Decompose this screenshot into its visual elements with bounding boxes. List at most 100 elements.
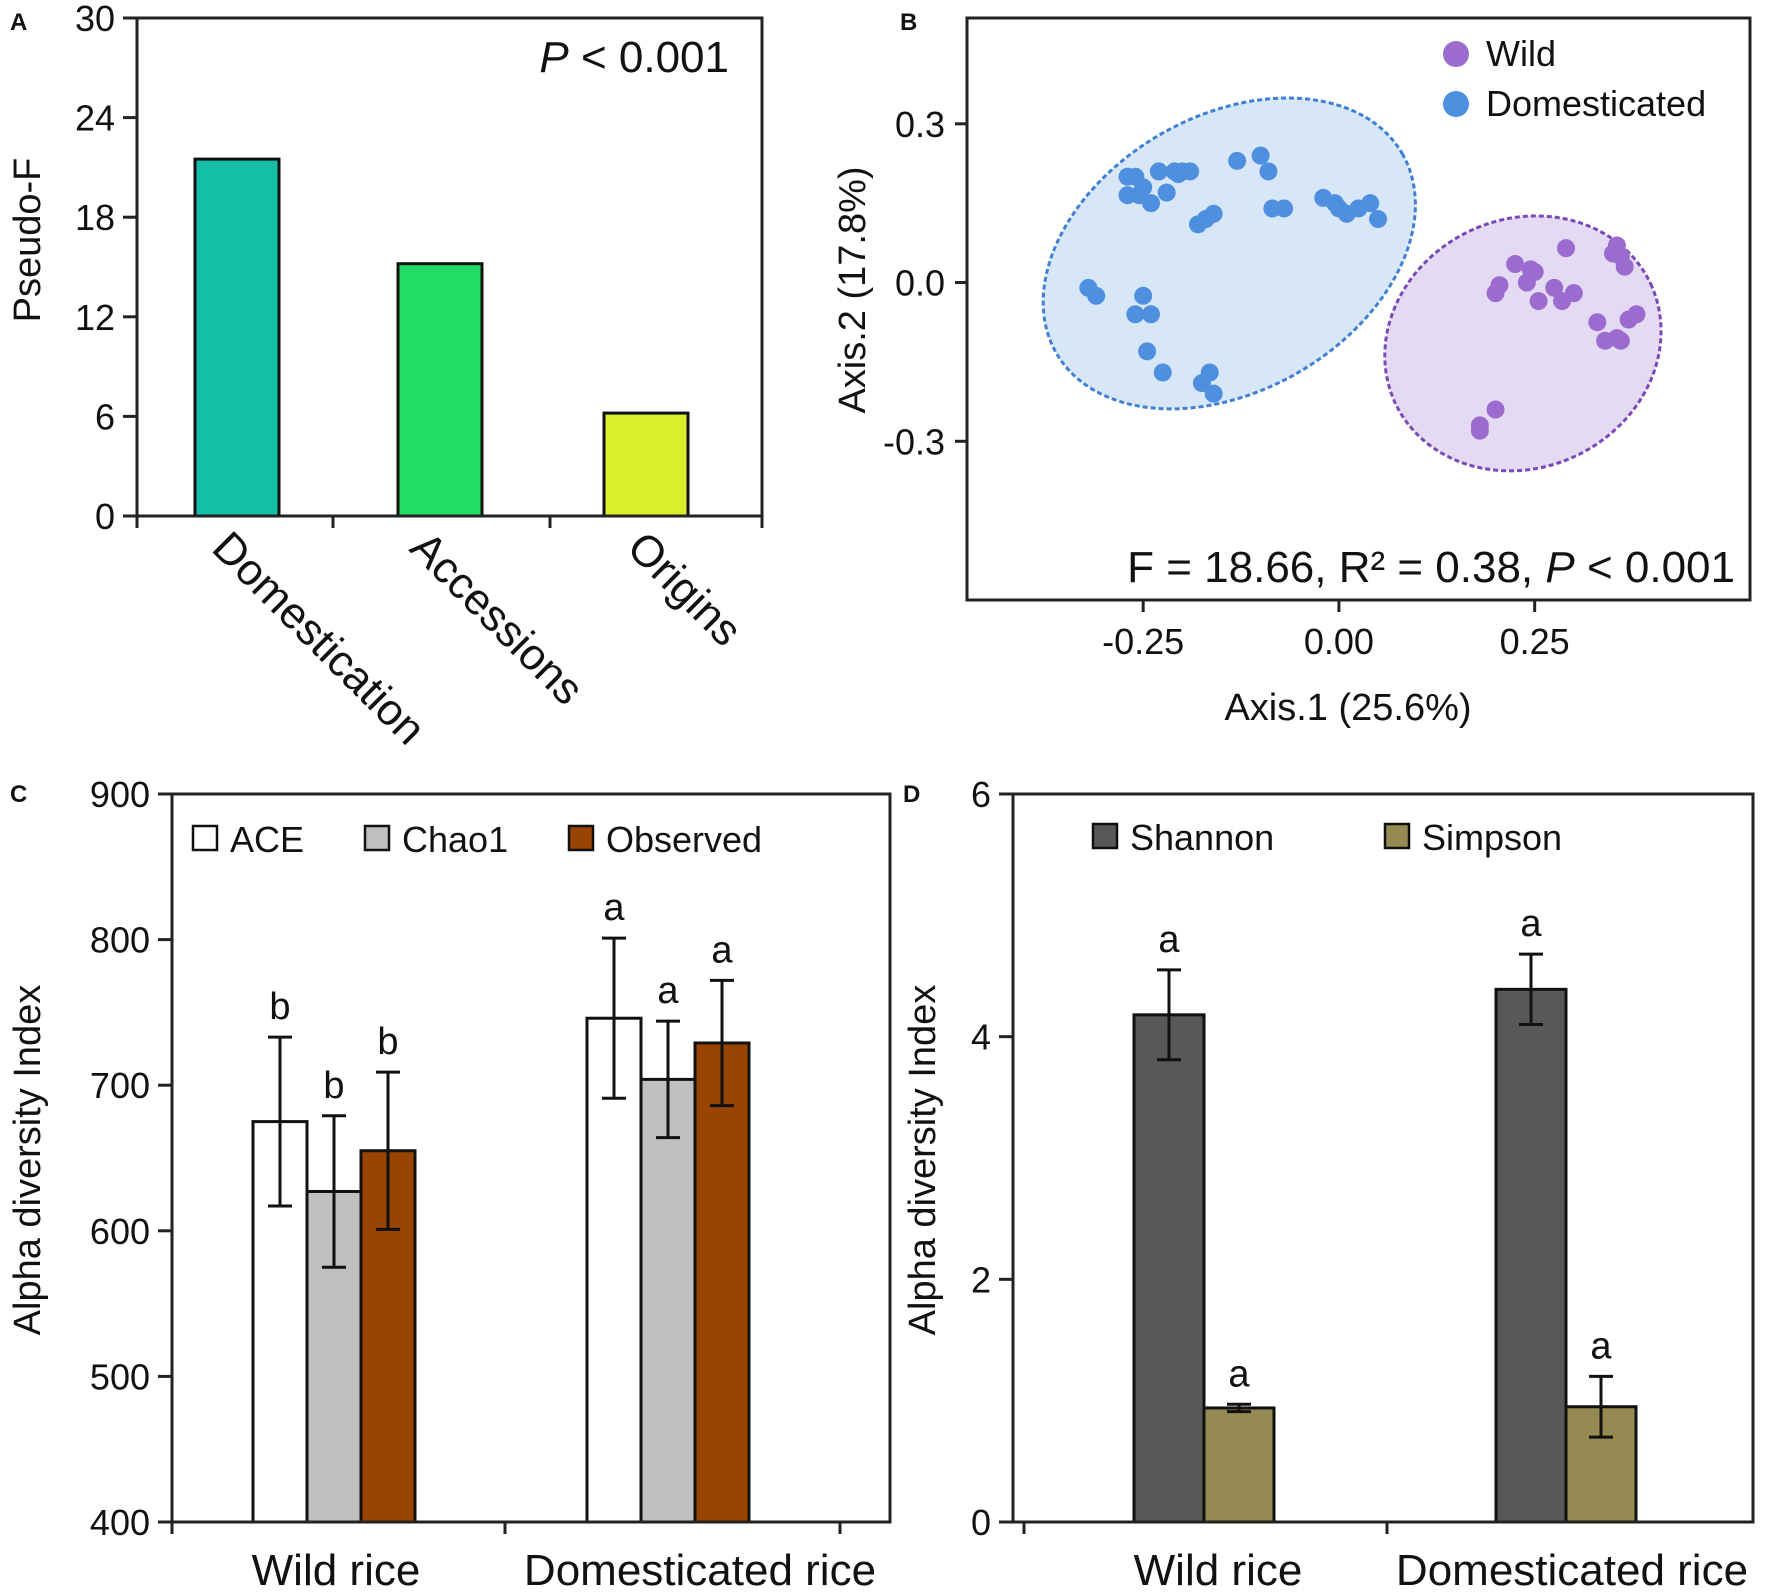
x-tick-label-domesticated-rice: Domesticated rice [1396,1546,1748,1592]
point-wild [1506,255,1525,274]
legend-label-simpson: Simpson [1422,817,1562,858]
legend-swatch-domesticated [1443,91,1469,117]
bar-chao1-domesticated-rice [639,1077,697,1524]
y-tick-label: 4 [971,1017,991,1058]
panel-a-label: A [10,9,27,36]
y-tick-label: 700 [90,1065,150,1106]
panel-c-yticks: 400 500 600 700 800 900 [90,774,172,1543]
point-domesticated [1126,305,1145,324]
significance-letter: a [1158,919,1180,961]
point-domesticated [1142,194,1161,213]
panel-b-ylabel: Axis.2 (17.8%) [832,166,874,413]
panel-a-pvalue: P < 0.001 [539,33,729,82]
point-domesticated [1361,194,1380,213]
y-tick-label: 0 [95,496,115,537]
y-tick-label: 6 [95,396,115,437]
x-tick-label-domestication: Domestication [203,522,435,754]
legend-label-observed: Observed [606,819,762,860]
legend-swatch-wild [1443,41,1469,67]
point-domesticated [1181,162,1200,181]
point-domesticated [1275,199,1294,218]
point-wild [1556,239,1575,258]
legend-label-wild: Wild [1486,33,1556,74]
y-tick-label: 12 [75,297,115,338]
y-tick-label: -0.3 [883,421,945,462]
panel-c-ylabel: Alpha diversity Index [7,985,49,1336]
panel-b-legend: Wild Domesticated [1443,33,1706,124]
point-domesticated [1157,183,1176,202]
x-tick-label: -0.25 [1102,621,1184,662]
y-tick-label: 600 [90,1211,150,1252]
x-tick-label-domesticated-rice: Domesticated rice [524,1546,876,1592]
panel-b-statistics: F = 18.66, R² = 0.38, P < 0.001 [1127,543,1735,592]
bar-simpson-wild-rice [1202,1406,1276,1524]
panel-d-legend: Shannon Simpson [1091,817,1562,858]
point-wild [1486,400,1505,419]
point-domesticated [1153,363,1172,382]
x-tick-label-accessions: Accessions [401,522,593,714]
y-tick-label: 30 [75,0,115,39]
panel-b-ticks: -0.3 0.0 0.3 -0.25 0.00 0.25 [883,104,1570,662]
point-domesticated [1369,210,1388,229]
point-domesticated [1259,162,1278,181]
panel-d-yticks: 0 2 4 6 [971,774,1013,1543]
panel-b-frame [965,16,1752,602]
significance-letter: a [603,887,625,929]
bar-origins [602,411,690,518]
point-wild [1525,262,1544,281]
panel-a-ylabel: Pseudo-F [7,158,49,323]
x-tick-label-wild-rice: Wild rice [252,1546,421,1592]
significance-letter: b [269,986,290,1028]
significance-letter: a [657,970,679,1012]
y-tick-label: 18 [75,197,115,238]
panel-a-bars [193,157,690,518]
point-domesticated [1204,384,1223,403]
point-wild [1611,331,1630,350]
panel-b: B Axis.2 (17.8%) Axis.1 (25.6%) -0.3 0.0 0… [832,9,1752,729]
y-tick-label: 800 [90,920,150,961]
ellipse-wild [1383,214,1663,473]
significance-letter: a [1228,1353,1250,1395]
point-wild [1470,421,1489,440]
panel-c-xaxis: Wild rice Domesticated rice [170,1520,890,1592]
legend-swatch-shannon [1091,822,1119,850]
y-tick-label: 400 [90,1502,150,1543]
panel-b-xlabel: Axis.1 (25.6%) [1224,687,1471,729]
x-tick-label-wild-rice: Wild rice [1134,1546,1303,1592]
legend-swatch-observed [567,824,595,852]
point-wild [1588,313,1607,332]
point-wild [1627,305,1646,324]
panel-b-ellipses [1041,96,1663,473]
panel-d-ylabel: Alpha diversity Index [902,985,944,1336]
legend-swatch-chao1 [363,824,391,852]
point-domesticated [1228,151,1247,170]
significance-letter: a [1520,903,1542,945]
panel-d: D Alpha diversity Index 0 2 4 6 a a a a Wild r… [902,774,1755,1592]
significance-letter: a [1590,1325,1612,1367]
legend-label-chao1: Chao1 [402,819,508,860]
legend-label-domesticated: Domesticated [1486,83,1706,124]
y-tick-label: 0.0 [895,263,945,304]
panel-a: A Pseudo-F 0 6 12 18 24 30 DomesticationAcces… [7,0,764,754]
x-tick-label: 0.25 [1500,621,1570,662]
panel-b-label: B [900,9,917,36]
significance-letter: a [711,929,733,971]
bar-domestication [193,157,281,518]
legend-swatch-simpson [1383,822,1411,850]
panel-d-bars: a a a a [1132,903,1638,1524]
y-tick-label: 24 [75,98,115,139]
bar-shannon-wild-rice [1132,1013,1206,1524]
y-tick-label: 2 [971,1259,991,1300]
panel-c: C Alpha diversity Index 400 500 600 700 800 9… [7,774,892,1592]
y-tick-label: 500 [90,1356,150,1397]
point-domesticated [1134,178,1153,197]
y-tick-label: 0 [971,1502,991,1543]
point-domesticated [1138,342,1157,361]
bar-accessions [396,262,484,518]
legend-swatch-ace [191,824,219,852]
significance-letter: b [377,1021,398,1063]
point-domesticated [1149,162,1168,181]
